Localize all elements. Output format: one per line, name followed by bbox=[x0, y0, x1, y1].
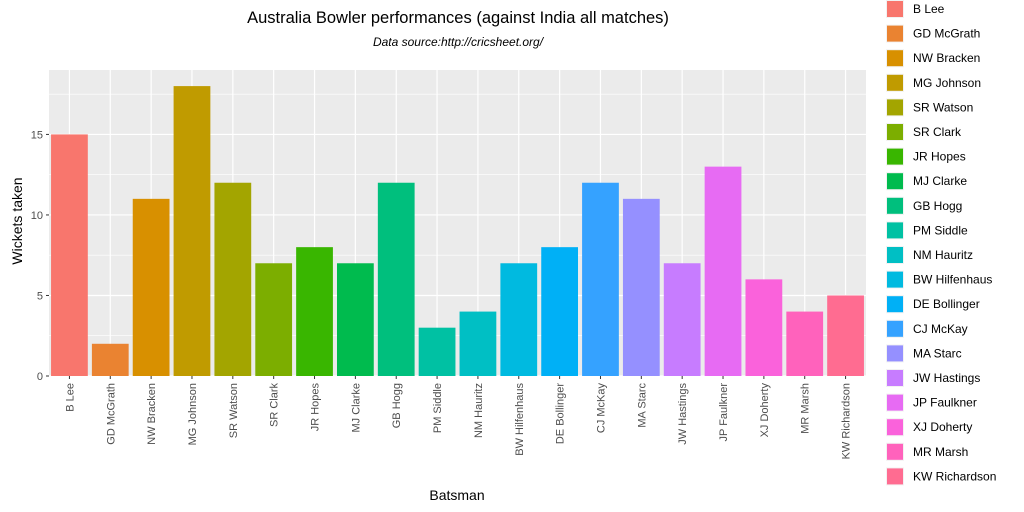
legend-swatch bbox=[887, 74, 903, 91]
legend-swatch bbox=[887, 419, 903, 436]
legend-label: SR Watson bbox=[913, 100, 973, 114]
legend-swatch bbox=[887, 370, 903, 386]
legend-label: B Lee bbox=[913, 2, 945, 16]
x-tick-label: XJ Doherty bbox=[759, 383, 771, 438]
bar bbox=[459, 311, 497, 376]
bar bbox=[827, 295, 864, 376]
x-tick-label: B Lee bbox=[64, 383, 76, 412]
y-tick-label: 10 bbox=[31, 210, 43, 222]
legend-label: CJ McKay bbox=[913, 322, 968, 336]
legend-swatch bbox=[887, 247, 903, 263]
legend-label: NM Hauritz bbox=[913, 248, 973, 262]
x-tick-label: MG Johnson bbox=[187, 383, 199, 445]
legend-swatch bbox=[887, 222, 903, 239]
bar bbox=[622, 198, 660, 376]
bars bbox=[51, 86, 864, 377]
legend-swatch bbox=[887, 99, 903, 116]
bar bbox=[132, 198, 170, 376]
legend-swatch bbox=[887, 443, 903, 460]
legend-swatch bbox=[887, 173, 903, 190]
x-tick-label: SR Watson bbox=[228, 383, 240, 438]
legend-swatch bbox=[887, 271, 903, 288]
y-axis-title: Wickets taken bbox=[9, 177, 25, 264]
bar bbox=[418, 327, 456, 376]
legend-swatch bbox=[887, 345, 903, 362]
legend-swatch bbox=[887, 468, 903, 485]
x-tick-label: MR Marsh bbox=[800, 383, 812, 434]
x-tick-label: PM Siddle bbox=[432, 383, 444, 433]
bar bbox=[663, 263, 701, 376]
legend-swatch bbox=[887, 197, 903, 214]
legend-label: BW Hilfenhaus bbox=[913, 273, 992, 287]
chart-subtitle: Data source:http://cricsheet.org/ bbox=[373, 35, 545, 49]
bar bbox=[51, 134, 88, 376]
bar bbox=[582, 182, 619, 376]
legend-swatch bbox=[887, 148, 903, 165]
legend-label: JR Hopes bbox=[913, 150, 966, 164]
y-tick-label: 0 bbox=[37, 371, 43, 383]
x-tick-label: JW Hastings bbox=[677, 383, 689, 445]
bar bbox=[255, 263, 293, 376]
bar bbox=[296, 247, 333, 376]
x-tick-label: DE Bollinger bbox=[555, 383, 567, 444]
y-tick-label: 15 bbox=[31, 129, 43, 141]
x-tick-label: MA Starc bbox=[636, 383, 648, 428]
legend-label: JW Hastings bbox=[913, 371, 980, 385]
legend-swatch bbox=[887, 320, 903, 337]
legend-label: PM Siddle bbox=[913, 223, 968, 237]
legend-label: GD McGrath bbox=[913, 27, 980, 41]
x-tick-label: NM Hauritz bbox=[473, 383, 485, 438]
bar bbox=[336, 263, 374, 376]
legend-label: MG Johnson bbox=[913, 76, 981, 90]
y-tick-label: 5 bbox=[37, 290, 43, 302]
legend-label: JP Faulkner bbox=[913, 396, 977, 410]
y-axis: 0 5 10 15 bbox=[31, 129, 49, 383]
bar bbox=[173, 86, 211, 377]
x-tick-label: KW Richardson bbox=[841, 383, 853, 459]
legend-swatch bbox=[887, 1, 903, 17]
legend-label: MR Marsh bbox=[913, 445, 968, 459]
bar bbox=[745, 279, 783, 376]
plot-panel bbox=[49, 70, 866, 376]
legend-label: XJ Doherty bbox=[913, 420, 972, 434]
x-tick-label: GB Hogg bbox=[391, 383, 403, 428]
x-axis: B Lee GD McGrath NW Bracken MG Johnson SR Wa… bbox=[64, 376, 853, 459]
legend-label: DE Bollinger bbox=[913, 297, 980, 311]
x-tick-label: SR Clark bbox=[269, 383, 281, 428]
x-tick-label: CJ McKay bbox=[595, 383, 607, 434]
legend: B Lee GD McGrath NW Bracken MG Johnson SR Wa… bbox=[886, 0, 996, 486]
bar bbox=[786, 311, 824, 376]
bar bbox=[541, 247, 579, 376]
legend-label: GB Hogg bbox=[913, 199, 962, 213]
legend-swatch bbox=[887, 50, 903, 67]
x-tick-label: NW Bracken bbox=[146, 383, 158, 445]
legend-label: MJ Clarke bbox=[913, 174, 967, 188]
bar bbox=[377, 182, 415, 376]
bar bbox=[500, 263, 538, 376]
bar bbox=[91, 343, 129, 376]
legend-label: KW Richardson bbox=[913, 469, 996, 483]
bar bbox=[214, 182, 252, 376]
legend-swatch bbox=[887, 124, 903, 140]
x-tick-label: BW Hilfenhaus bbox=[514, 383, 526, 456]
legend-label: MA Starc bbox=[913, 346, 962, 360]
legend-swatch bbox=[887, 296, 903, 313]
x-axis-title: Batsman bbox=[429, 487, 484, 503]
x-tick-label: JR Hopes bbox=[310, 383, 322, 432]
legend-label: NW Bracken bbox=[913, 51, 980, 65]
bar bbox=[704, 166, 742, 376]
legend-swatch bbox=[887, 25, 903, 42]
legend-label: SR Clark bbox=[913, 125, 962, 139]
legend-swatch bbox=[887, 394, 903, 411]
x-tick-label: JP Faulkner bbox=[718, 383, 730, 442]
chart-title: Australia Bowler performances (against I… bbox=[247, 9, 669, 27]
x-tick-label: MJ Clarke bbox=[350, 383, 362, 433]
x-tick-label: GD McGrath bbox=[105, 383, 117, 445]
